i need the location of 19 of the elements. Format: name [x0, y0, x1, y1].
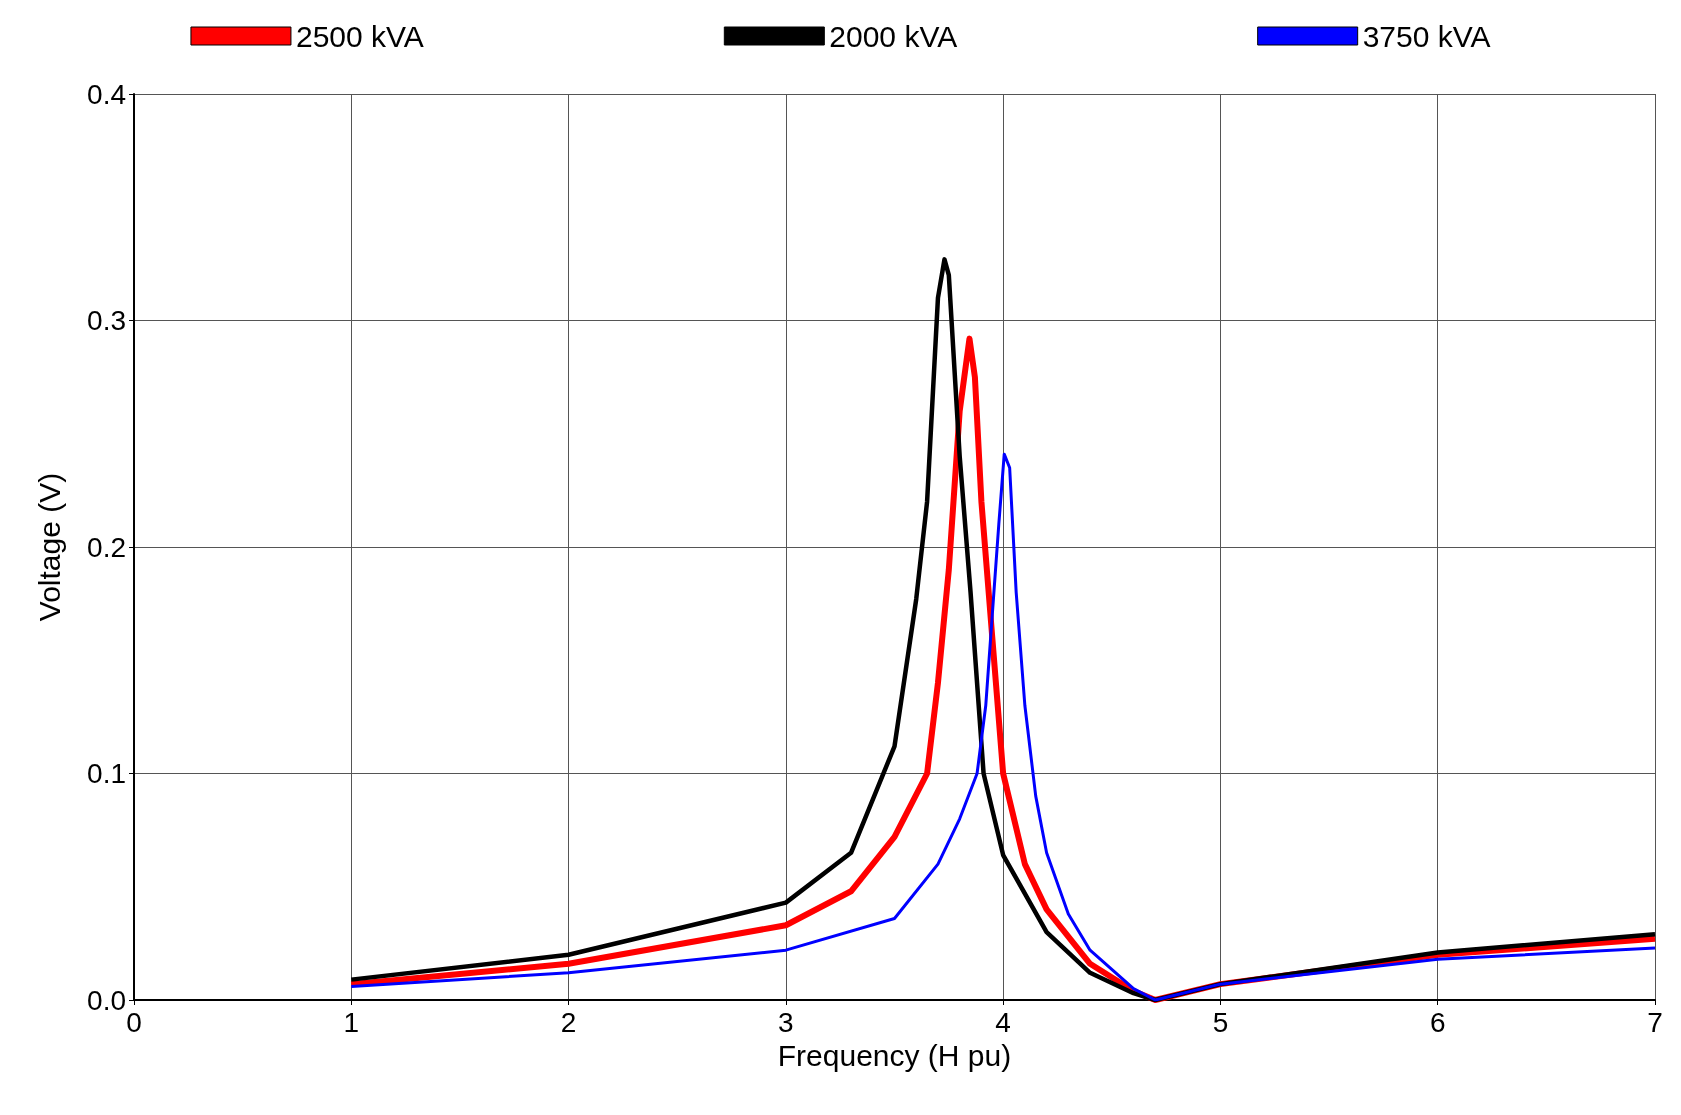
legend-label: 3750 kVA	[1362, 19, 1491, 53]
legend-label: 2000 kVA	[829, 19, 958, 53]
x-tick-label: 5	[1212, 1006, 1229, 1038]
y-tick-label: 0.0	[87, 984, 126, 1016]
x-tick-label: 0	[126, 1006, 142, 1038]
legend-label: 2500 kVA	[295, 19, 424, 53]
line-series	[349, 452, 1657, 1002]
x-tick-label: 1	[343, 1006, 360, 1038]
x-tick-label: 3	[778, 1006, 794, 1038]
y-tick-label: 0.1	[87, 758, 126, 789]
x-tick-label: 4	[995, 1006, 1011, 1038]
y-axis-title: Voltage (V)	[32, 472, 66, 622]
x-tick-label: 2	[560, 1006, 577, 1038]
y-tick-label: 0.3	[87, 305, 126, 336]
x-tick-label: 7	[1647, 1006, 1663, 1038]
y-tick-label: 0.4	[87, 78, 126, 110]
x-tick-label: 6	[1429, 1006, 1446, 1038]
y-tick-label: 0.2	[87, 531, 126, 563]
x-axis-title: Frequency (H pu)	[777, 1039, 1012, 1073]
